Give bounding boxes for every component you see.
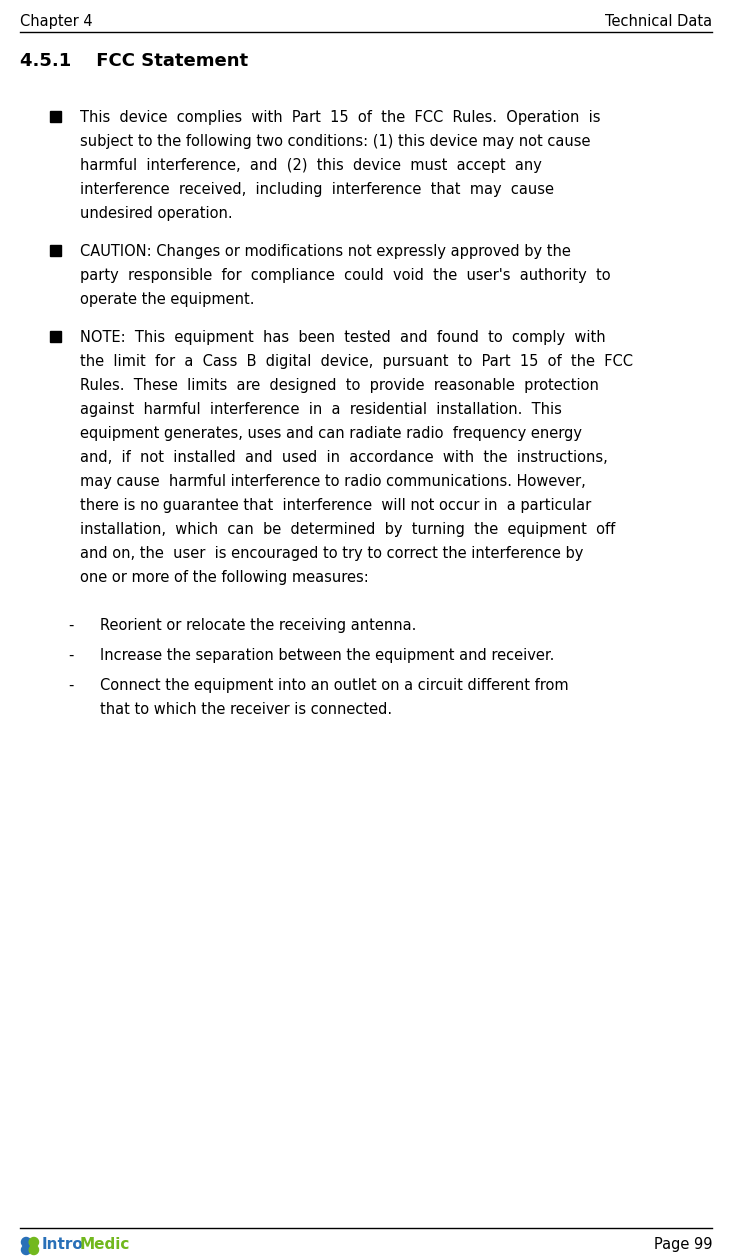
Text: against  harmful  interference  in  a  residential  installation.  This: against harmful interference in a reside…: [80, 402, 562, 417]
Text: interference  received,  including  interference  that  may  cause: interference received, including interfe…: [80, 182, 554, 197]
Text: one or more of the following measures:: one or more of the following measures:: [80, 570, 369, 585]
Text: and,  if  not  installed  and  used  in  accordance  with  the  instructions,: and, if not installed and used in accord…: [80, 450, 608, 465]
Circle shape: [29, 1237, 39, 1247]
Text: may cause  harmful interference to radio communications. However,: may cause harmful interference to radio …: [80, 474, 586, 489]
Text: equipment generates, uses and can radiate radio  frequency energy: equipment generates, uses and can radiat…: [80, 426, 582, 441]
Text: NOTE:  This  equipment  has  been  tested  and  found  to  comply  with: NOTE: This equipment has been tested and…: [80, 330, 605, 345]
Text: Connect the equipment into an outlet on a circuit different from: Connect the equipment into an outlet on …: [100, 678, 569, 693]
Text: Reorient or relocate the receiving antenna.: Reorient or relocate the receiving anten…: [100, 618, 417, 633]
Text: the  limit  for  a  Cass  B  digital  device,  pursuant  to  Part  15  of  the  : the limit for a Cass B digital device, p…: [80, 354, 633, 369]
Text: and on, the  user  is encouraged to try to correct the interference by: and on, the user is encouraged to try to…: [80, 546, 583, 561]
Text: operate the equipment.: operate the equipment.: [80, 291, 255, 306]
Text: Technical Data: Technical Data: [605, 14, 712, 29]
Text: Page 99: Page 99: [654, 1237, 712, 1252]
Text: 4.5.1    FCC Statement: 4.5.1 FCC Statement: [20, 51, 248, 70]
Bar: [50, 332, 61, 342]
Text: Medic: Medic: [80, 1237, 130, 1252]
Text: This  device  complies  with  Part  15  of  the  FCC  Rules.  Operation  is: This device complies with Part 15 of the…: [80, 111, 600, 126]
Text: that to which the receiver is connected.: that to which the receiver is connected.: [100, 702, 392, 717]
Text: CAUTION: Changes or modifications not expressly approved by the: CAUTION: Changes or modifications not ex…: [80, 244, 571, 259]
Circle shape: [29, 1245, 39, 1255]
Text: there is no guarantee that  interference  will not occur in  a particular: there is no guarantee that interference …: [80, 497, 591, 512]
Bar: [50, 111, 61, 122]
Text: Rules.  These  limits  are  designed  to  provide  reasonable  protection: Rules. These limits are designed to prov…: [80, 378, 599, 393]
Circle shape: [21, 1245, 31, 1255]
Text: Intro: Intro: [42, 1237, 83, 1252]
Circle shape: [21, 1237, 31, 1247]
Text: installation,  which  can  be  determined  by  turning  the  equipment  off: installation, which can be determined by…: [80, 522, 616, 538]
Text: -: -: [68, 648, 73, 663]
Text: Increase the separation between the equipment and receiver.: Increase the separation between the equi…: [100, 648, 554, 663]
Bar: [50, 245, 61, 256]
Text: -: -: [68, 618, 73, 633]
Text: subject to the following two conditions: (1) this device may not cause: subject to the following two conditions:…: [80, 134, 591, 149]
Text: harmful  interference,  and  (2)  this  device  must  accept  any: harmful interference, and (2) this devic…: [80, 158, 542, 173]
Text: party  responsible  for  compliance  could  void  the  user's  authority  to: party responsible for compliance could v…: [80, 268, 610, 283]
Text: -: -: [68, 678, 73, 693]
Text: undesired operation.: undesired operation.: [80, 206, 233, 221]
Text: Chapter 4: Chapter 4: [20, 14, 93, 29]
